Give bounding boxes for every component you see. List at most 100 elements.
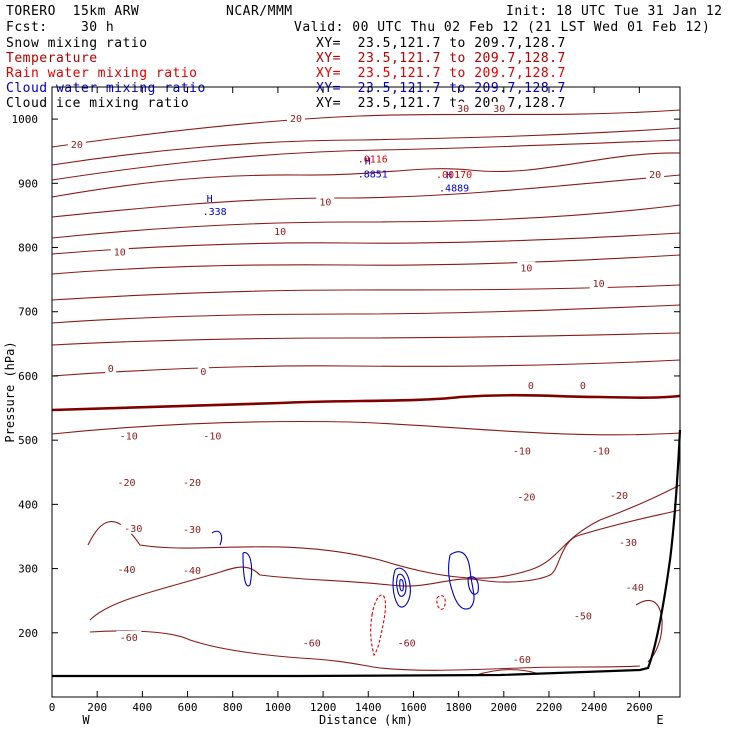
- x-tick-label: 800: [223, 701, 243, 714]
- isotherm-label-bg: [454, 101, 473, 114]
- cloud-max-value: .338: [203, 207, 227, 218]
- isotherm-lines: [51, 109, 681, 676]
- isotherm-label-bg: [490, 101, 509, 114]
- isotherm-label-bg: [570, 609, 596, 622]
- isotherm-label-bg: [199, 429, 225, 442]
- isotherm-label: -20: [183, 478, 201, 489]
- y-tick-label: 300: [18, 563, 38, 576]
- isotherm-label-bg: [509, 652, 535, 665]
- isotherm-label: 20: [290, 114, 302, 125]
- cloud-max-value: .00170: [436, 170, 472, 181]
- x-tick-label: 2400: [581, 701, 608, 714]
- field-label-rain: Rain water mixing ratio: [6, 66, 198, 81]
- isotherm-label-bg: [394, 636, 420, 649]
- isotherm-label: -10: [203, 431, 221, 442]
- isotherm-label: 10: [274, 227, 286, 238]
- isotherm-label: -30: [183, 525, 201, 536]
- isotherm-label-bg: [589, 277, 608, 290]
- isotherm-label-bg: [105, 361, 117, 374]
- plot-frame: [51, 86, 681, 698]
- isotherm-label-bg: [179, 564, 205, 577]
- isotherm-label-bg: [615, 535, 641, 548]
- field-label-cloud-water: Cloud water mixing ratio: [6, 81, 206, 96]
- header-fcst: Fcst: 30 h: [6, 20, 115, 35]
- terrain-line: [52, 429, 682, 678]
- isotherm-label: -30: [124, 524, 142, 535]
- y-tick-label: 700: [18, 306, 38, 319]
- x-tick-label: 1000: [265, 701, 292, 714]
- isotherm-label: 10: [593, 279, 605, 290]
- cloud-max-marker: H: [365, 156, 371, 167]
- y-tick-label: 600: [18, 370, 38, 383]
- isotherm-label: -60: [303, 639, 321, 650]
- isotherm-label: 10: [319, 198, 331, 209]
- isotherm-label-bg: [271, 225, 290, 238]
- isotherm-label-bg: [513, 490, 539, 503]
- y-tick-label: 900: [18, 177, 38, 190]
- x-tick-label: 1800: [445, 701, 472, 714]
- field-label-cloud-ice: Cloud ice mixing ratio: [6, 96, 190, 111]
- y-axis-label: Pressure (hPa): [3, 341, 17, 442]
- isotherm-label-bg: [116, 429, 142, 442]
- isotherm-label-bg: [116, 630, 142, 643]
- isotherm-label: -60: [398, 639, 416, 650]
- isotherm-label: 30: [493, 104, 505, 115]
- rain-contours: [370, 594, 446, 657]
- isotherm-label-bg: [110, 245, 129, 258]
- x-tick-label: 200: [87, 701, 107, 714]
- field-label-snow: Snow mixing ratio: [6, 36, 148, 51]
- isotherm-label-bg: [67, 137, 86, 150]
- isotherm-label: -10: [513, 447, 531, 458]
- isotherm-label: -60: [120, 633, 138, 644]
- isotherm-label: 0: [580, 381, 586, 392]
- isotherm-label: -20: [610, 491, 628, 502]
- isotherm-label: -10: [120, 431, 138, 442]
- isotherm-labels: -60 -60 -60 -60 -50 -40 -40 -40 -30 -30 -30 -20 -20 -…: [67, 101, 665, 666]
- isotherm-label: -10: [592, 447, 610, 458]
- isotherm-label-bg: [646, 167, 665, 180]
- x-tick-label: 2600: [626, 701, 653, 714]
- isotherm-label-bg: [316, 195, 335, 208]
- isotherm-label-bg: [179, 523, 205, 536]
- isotherm-label-bg: [517, 261, 536, 274]
- header-center: NCAR/MMM: [226, 4, 293, 19]
- field-xy-cloud-water: XY= 23.5,121.7 to 209.7,128.7: [316, 81, 566, 96]
- isotherm-label: 20: [649, 170, 661, 181]
- isotherm-label-bg: [509, 444, 535, 457]
- y-tick-label: 200: [18, 627, 38, 640]
- cloud-max-value: .0116: [358, 155, 388, 166]
- x-tick-label: 1600: [400, 701, 427, 714]
- x-tick-label: 1200: [310, 701, 337, 714]
- x-tick-label: 0: [49, 701, 56, 714]
- isotherm-label: -40: [118, 565, 136, 576]
- isotherm-label: 30: [457, 104, 469, 115]
- isotherm-label-bg: [179, 476, 205, 489]
- cloud-max-value: .4889: [439, 183, 469, 194]
- isotherm-label-bg: [114, 562, 140, 575]
- isotherm-label-bg: [588, 444, 614, 457]
- isotherm-label: -50: [574, 612, 592, 623]
- y-tick-label: 500: [18, 434, 38, 447]
- isotherm-label: 0: [108, 364, 114, 375]
- x-tick-label: 600: [178, 701, 198, 714]
- x-axis: 0 200 400 600 800 1000 1200 1400 1600 1800 2000 220…: [49, 87, 653, 714]
- isotherm-label: -60: [513, 655, 531, 666]
- x-axis-label: Distance (km): [319, 713, 413, 727]
- isotherm-label: -40: [183, 566, 201, 577]
- field-xy-temperature: XY= 23.5,121.7 to 209.7,128.7: [316, 51, 566, 66]
- isotherm-label: 10: [520, 264, 532, 275]
- isotherm-label: -20: [517, 492, 535, 503]
- x-tick-label: 2200: [536, 701, 563, 714]
- x-tick-label: 2000: [491, 701, 518, 714]
- y-tick-label: 1000: [12, 113, 39, 126]
- isotherm-label-bg: [286, 112, 305, 125]
- cloud-contours: [211, 530, 479, 610]
- isotherm-label: 10: [114, 248, 126, 259]
- field-xy-rain: XY= 23.5,121.7 to 209.7,128.7: [316, 66, 566, 81]
- isotherm-label-bg: [525, 379, 537, 392]
- header-model: TORERO 15km ARW: [6, 4, 140, 19]
- isotherm-label-bg: [622, 580, 648, 593]
- x-tick-label: 400: [132, 701, 152, 714]
